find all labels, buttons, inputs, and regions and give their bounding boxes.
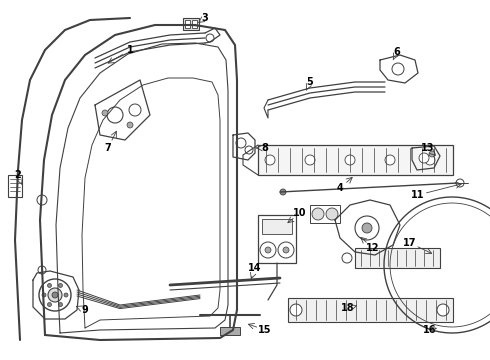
Circle shape (64, 293, 68, 297)
Circle shape (437, 304, 449, 316)
Circle shape (38, 266, 46, 274)
Circle shape (39, 279, 71, 311)
Circle shape (425, 155, 435, 165)
Bar (258, 215, 296, 263)
Circle shape (58, 283, 63, 288)
Text: 11: 11 (411, 190, 425, 200)
Text: 6: 6 (393, 47, 400, 57)
Bar (185, 20, 190, 28)
Text: 9: 9 (82, 305, 88, 315)
Text: 12: 12 (366, 243, 380, 253)
Circle shape (355, 216, 379, 240)
Circle shape (290, 304, 302, 316)
Circle shape (48, 302, 51, 306)
Circle shape (280, 189, 286, 195)
Text: 1: 1 (126, 45, 133, 55)
Circle shape (265, 155, 275, 165)
Circle shape (127, 122, 133, 128)
Text: 5: 5 (307, 77, 314, 87)
Circle shape (102, 110, 108, 116)
Circle shape (245, 146, 253, 154)
Circle shape (129, 104, 141, 116)
Circle shape (278, 242, 294, 258)
Circle shape (236, 138, 246, 148)
Circle shape (362, 223, 372, 233)
Bar (8, 175, 22, 197)
Text: 10: 10 (293, 208, 307, 218)
Circle shape (107, 107, 123, 123)
Circle shape (385, 155, 395, 165)
Text: 2: 2 (15, 170, 22, 180)
Bar (183, 18, 199, 30)
Circle shape (456, 179, 464, 187)
Text: 18: 18 (341, 303, 355, 313)
Circle shape (419, 153, 429, 163)
Circle shape (52, 292, 58, 298)
Text: 8: 8 (262, 143, 269, 153)
Bar (258, 145, 453, 175)
Circle shape (342, 253, 352, 263)
Circle shape (326, 208, 338, 220)
Circle shape (37, 195, 47, 205)
Circle shape (283, 247, 289, 253)
Bar (355, 248, 440, 268)
Bar (310, 205, 340, 223)
Text: 7: 7 (105, 143, 111, 153)
Circle shape (42, 293, 46, 297)
Text: 17: 17 (403, 238, 417, 248)
Circle shape (265, 247, 271, 253)
Text: 15: 15 (258, 325, 272, 335)
Bar (192, 20, 197, 28)
Circle shape (48, 283, 51, 288)
Text: 3: 3 (201, 13, 208, 23)
Circle shape (392, 63, 404, 75)
Circle shape (260, 242, 276, 258)
Circle shape (58, 302, 63, 306)
Text: 14: 14 (248, 263, 262, 273)
Bar (262, 219, 292, 234)
Circle shape (48, 288, 62, 302)
Text: 13: 13 (421, 143, 435, 153)
Bar (220, 327, 240, 335)
Text: 4: 4 (337, 183, 343, 193)
Bar (288, 298, 453, 322)
Circle shape (312, 208, 324, 220)
Circle shape (206, 34, 214, 42)
Circle shape (305, 155, 315, 165)
Text: 16: 16 (423, 325, 437, 335)
Circle shape (429, 151, 435, 157)
Circle shape (345, 155, 355, 165)
